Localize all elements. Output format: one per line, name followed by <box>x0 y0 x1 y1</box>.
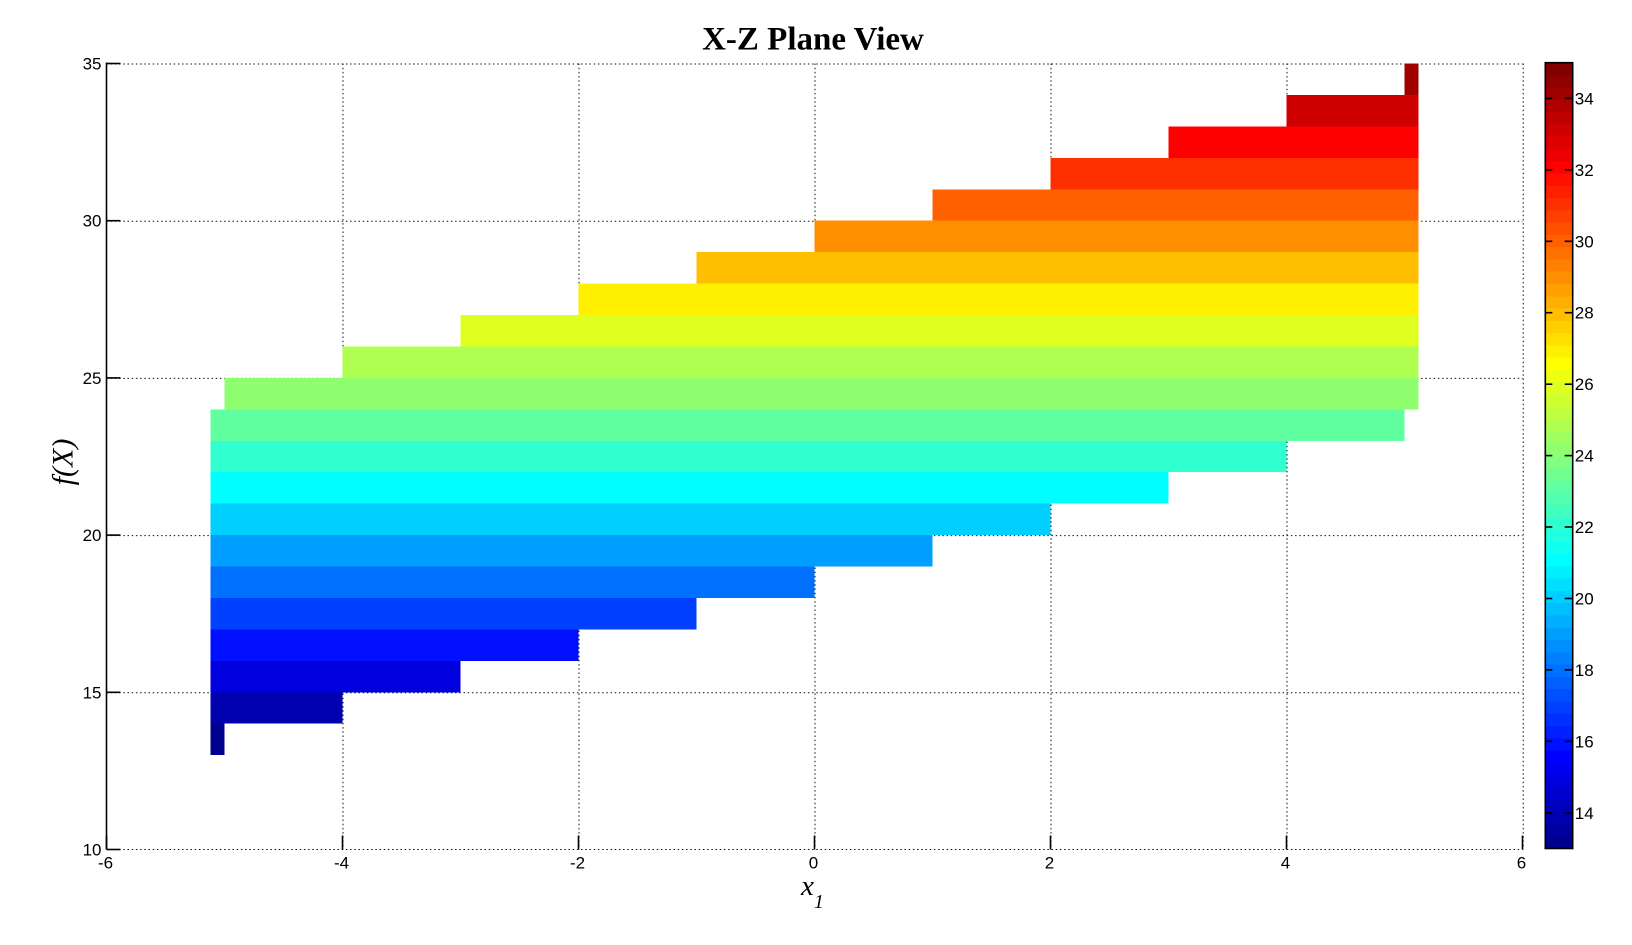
svg-text:26: 26 <box>1575 375 1594 394</box>
svg-text:X-Z Plane View: X-Z Plane View <box>702 22 924 58</box>
svg-text:30: 30 <box>83 212 102 231</box>
svg-text:-6: -6 <box>98 854 113 873</box>
svg-text:28: 28 <box>1575 304 1594 323</box>
svg-text:14: 14 <box>1575 804 1594 823</box>
svg-text:18: 18 <box>1575 661 1594 680</box>
svg-text:25: 25 <box>83 369 102 388</box>
svg-text:15: 15 <box>83 683 102 702</box>
svg-text:-4: -4 <box>334 854 349 873</box>
svg-text:6: 6 <box>1517 854 1526 873</box>
svg-text:20: 20 <box>1575 590 1594 609</box>
svg-text:30: 30 <box>1575 232 1594 251</box>
svg-text:10: 10 <box>83 841 102 860</box>
svg-text:-2: -2 <box>570 854 585 873</box>
svg-text:22: 22 <box>1575 518 1594 537</box>
svg-text:4: 4 <box>1281 854 1290 873</box>
svg-text:16: 16 <box>1575 732 1594 751</box>
svg-text:24: 24 <box>1575 447 1594 466</box>
svg-text:0: 0 <box>809 854 818 873</box>
svg-text:34: 34 <box>1575 89 1594 108</box>
svg-text:2: 2 <box>1045 854 1054 873</box>
svg-text:32: 32 <box>1575 161 1594 180</box>
svg-text:35: 35 <box>83 55 102 74</box>
svg-text:f(X): f(X) <box>47 439 80 486</box>
svg-text:20: 20 <box>83 526 102 545</box>
